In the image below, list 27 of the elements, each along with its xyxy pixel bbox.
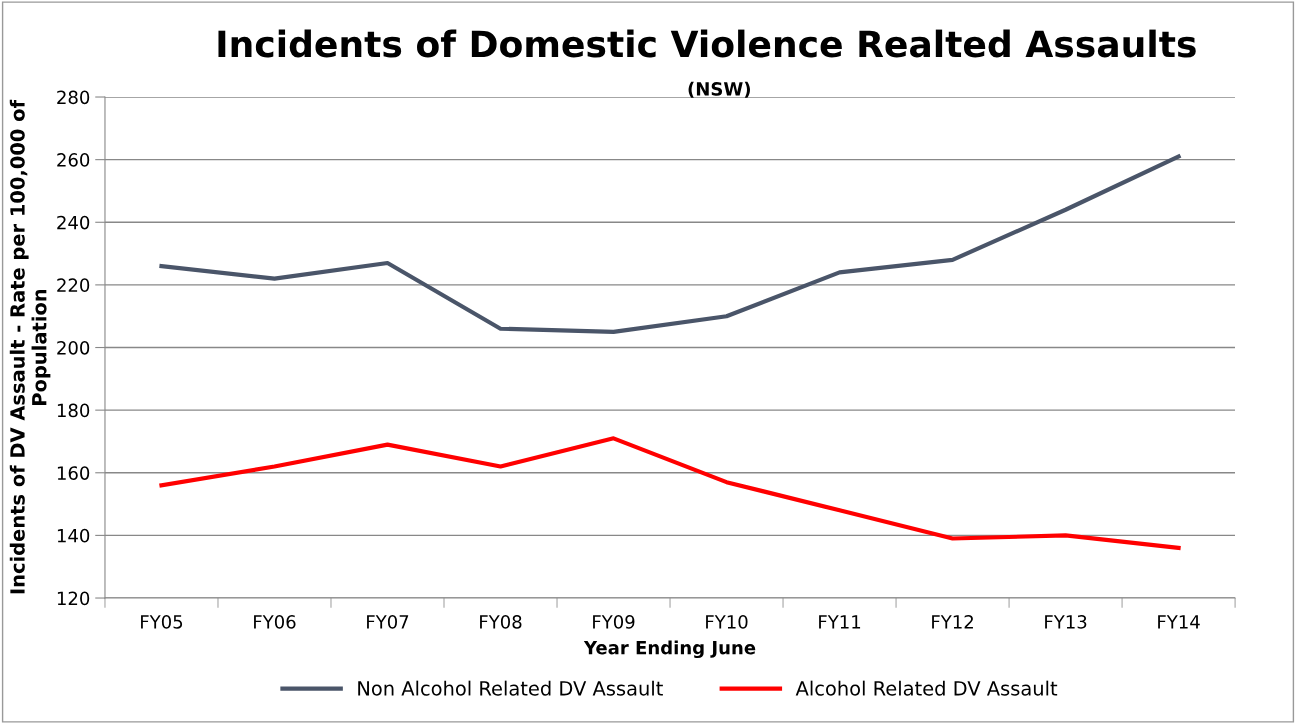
chart-subtitle: (NSW): [688, 81, 750, 98]
y-tick-label: 240: [57, 215, 90, 230]
x-tick-label: FY05: [141, 615, 183, 629]
y-tick-label: 200: [57, 340, 90, 355]
x-tick-label: FY14: [1158, 615, 1200, 629]
line-series: [159, 436, 1181, 551]
x-axis-title: Year Ending June: [583, 640, 756, 659]
x-tick-label: FY09: [593, 615, 635, 629]
x-tick-label: FY06: [254, 615, 296, 629]
y-tick-label: 160: [57, 466, 90, 480]
y-tick-label: 120: [57, 591, 90, 606]
x-tick-label: FY08: [480, 615, 522, 629]
legend-label: Non Alcohol Related DV Assault: [358, 680, 663, 696]
legend-label: Alcohol Related DV Assault: [795, 680, 1058, 696]
x-tick-label: FY11: [819, 615, 861, 629]
y-tick-label: 220: [57, 278, 90, 293]
chart-title: Incidents of Domestic Violence Realted Assaults: [218, 29, 1196, 58]
y-tick-label: 140: [57, 528, 90, 543]
y-tick-label: 280: [57, 90, 90, 105]
y-tick-label: 260: [57, 153, 90, 167]
x-tick-label: FY13: [1045, 615, 1087, 629]
x-tick-label: FY10: [706, 615, 748, 629]
y-tick-label: 180: [57, 403, 90, 418]
x-tick-label: FY07: [367, 615, 409, 629]
x-tick-label: FY12: [932, 615, 973, 629]
y-axis-title: Incidents of DV Assault - Rate per 100,000 of Population: [9, 99, 51, 594]
line-series: [159, 154, 1181, 334]
